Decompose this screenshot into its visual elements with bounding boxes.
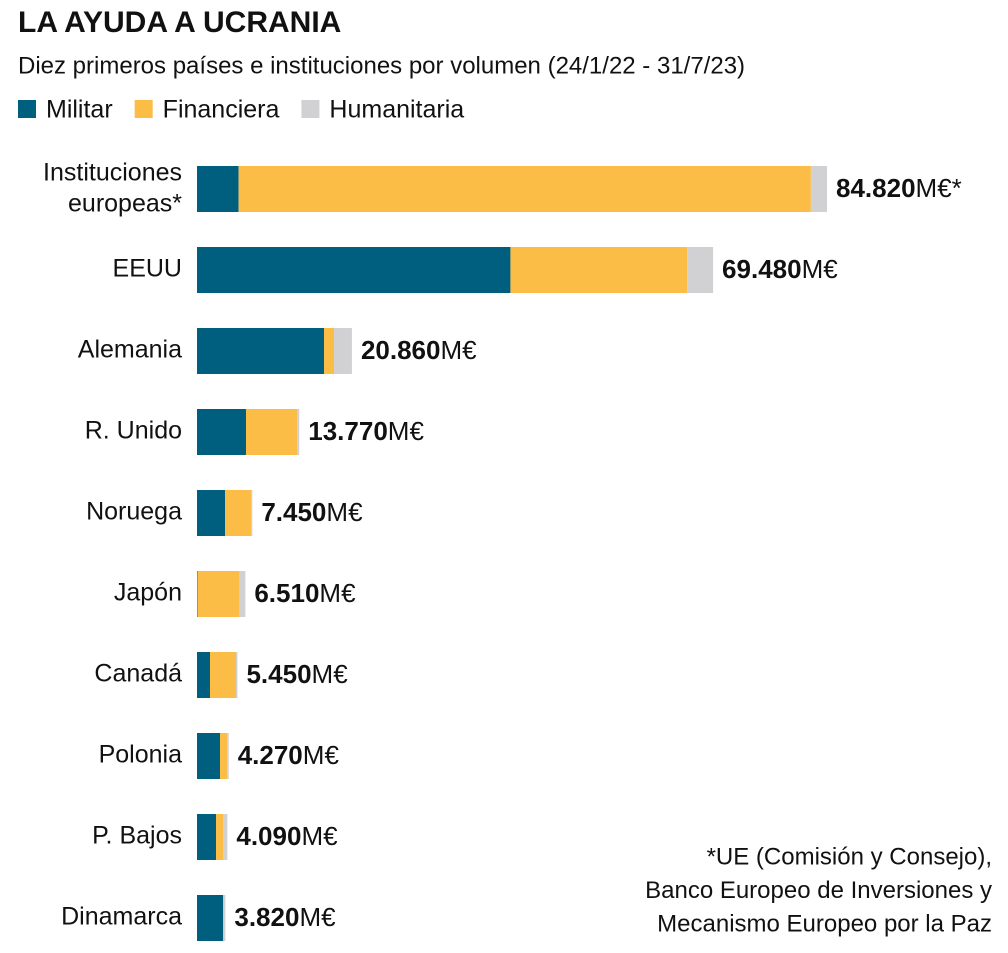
bar-segment bbox=[197, 571, 240, 617]
total-label: 3.820M€ bbox=[234, 902, 336, 932]
category-label: Noruega bbox=[86, 498, 182, 526]
footnote: *UE (Comisión y Consejo), bbox=[707, 843, 992, 870]
legend-swatch bbox=[301, 100, 320, 118]
legend-label: Militar bbox=[46, 96, 113, 124]
total-label: 7.450M€ bbox=[261, 497, 363, 527]
legend-swatch bbox=[134, 100, 153, 118]
chart-subtitle: Diez primeros países e instituciones por… bbox=[18, 52, 745, 79]
bar-segment bbox=[209, 652, 236, 698]
category-label: Japón bbox=[114, 579, 182, 607]
total-label: 69.480M€ bbox=[722, 254, 838, 284]
category-label: Instituciones europeas* bbox=[43, 158, 182, 217]
total-label: 4.090M€ bbox=[236, 821, 338, 851]
bar-segment bbox=[216, 814, 223, 860]
legend-label: Humanitaria bbox=[329, 96, 464, 124]
bar-segment bbox=[222, 814, 228, 860]
bar-segment bbox=[197, 490, 226, 536]
bar-segment bbox=[510, 247, 688, 293]
total-label: 13.770M€ bbox=[308, 416, 424, 446]
bar-segment bbox=[197, 247, 511, 293]
bar-segment bbox=[197, 409, 247, 455]
category-label: Alemania bbox=[78, 336, 182, 364]
bar-segment bbox=[225, 490, 251, 536]
bar-segment bbox=[687, 247, 714, 293]
footnote: Mecanismo Europeo por la Paz bbox=[657, 910, 992, 937]
category-label: EEUU bbox=[113, 255, 182, 283]
category-label: Dinamarca bbox=[61, 903, 182, 931]
bar-segment bbox=[246, 409, 298, 455]
bar-segment bbox=[810, 166, 827, 212]
legend-swatch bbox=[18, 100, 36, 118]
total-label: 6.510M€ bbox=[254, 578, 356, 608]
category-label: R. Unido bbox=[85, 417, 182, 445]
bar-segment bbox=[197, 652, 210, 698]
bar-segment bbox=[223, 895, 226, 941]
legend-label: Financiera bbox=[163, 96, 280, 124]
bar-segment bbox=[235, 652, 238, 698]
total-label: 5.450M€ bbox=[246, 659, 348, 689]
total-label: 20.860M€ bbox=[361, 335, 477, 365]
bar-segment bbox=[197, 814, 217, 860]
bar-segment bbox=[227, 733, 229, 779]
bar-segment bbox=[220, 733, 228, 779]
bar-segment bbox=[297, 409, 300, 455]
category-label: Polonia bbox=[99, 741, 182, 769]
bar-segment bbox=[324, 328, 335, 374]
bar-segment bbox=[334, 328, 352, 374]
category-label: P. Bajos bbox=[92, 822, 182, 850]
total-label: 84.820M€* bbox=[836, 173, 962, 203]
total-label: 4.270M€ bbox=[238, 740, 340, 770]
footnote: Banco Europeo de Inversiones y bbox=[645, 877, 992, 904]
chart-title: LA AYUDA A UCRANIA bbox=[18, 6, 341, 39]
category-label: Canadá bbox=[94, 660, 182, 688]
bar-segment bbox=[239, 571, 246, 617]
bar-segment bbox=[197, 328, 325, 374]
bar-segment bbox=[197, 733, 221, 779]
bar-segment bbox=[197, 166, 239, 212]
bar-segment bbox=[197, 895, 223, 941]
bar-segment bbox=[250, 490, 253, 536]
bar-segment bbox=[238, 166, 811, 212]
bar-segment bbox=[222, 895, 224, 941]
